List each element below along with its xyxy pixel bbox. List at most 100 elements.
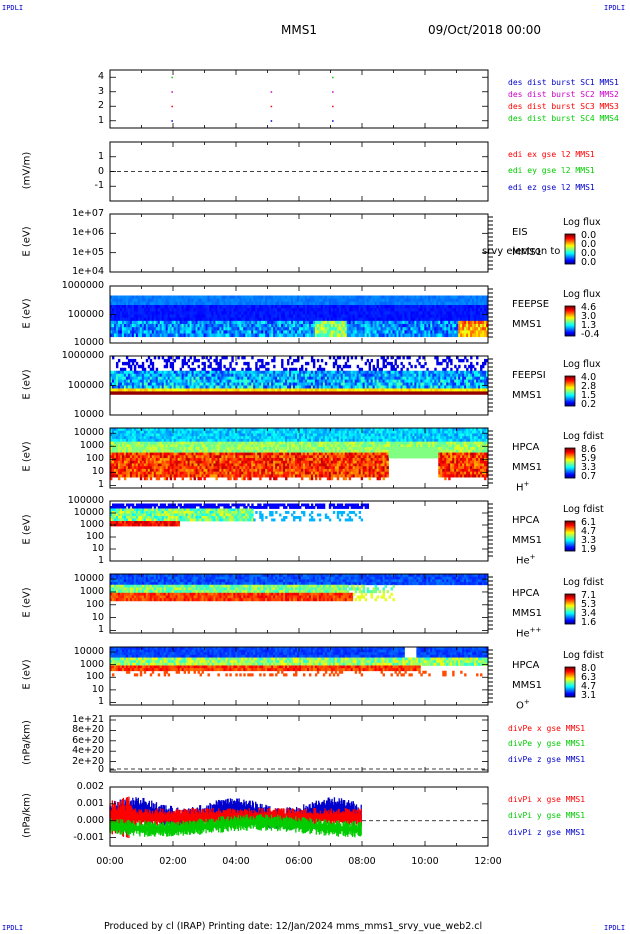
- spectrogram-cell: [237, 327, 240, 331]
- spectrogram-cell: [129, 364, 133, 369]
- spectrogram-cell: [404, 327, 407, 331]
- spectrogram-cell: [450, 358, 453, 363]
- spectrogram-cell: [171, 361, 175, 366]
- spectrogram-cell: [141, 327, 145, 331]
- spectrogram-cell: [404, 324, 407, 328]
- spectrogram-cell: [376, 301, 379, 306]
- spectrogram-cell: [291, 301, 294, 306]
- spectrogram-cell: [480, 317, 483, 322]
- spectrogram-cell: [406, 305, 409, 309]
- spectrogram-cell: [143, 295, 147, 300]
- spectrogram-cell: [342, 308, 346, 312]
- spectrogram-cell: [193, 333, 196, 338]
- spectrogram-cell: [436, 298, 439, 303]
- spectrogram-cell: [110, 311, 113, 315]
- spectrogram-cell: [434, 320, 437, 325]
- colorbar-swatch: [565, 234, 575, 236]
- spectrogram-cell: [464, 298, 467, 303]
- spectrogram-cell: [267, 311, 270, 315]
- spectrogram-cell: [358, 330, 362, 334]
- spectrogram-cell: [334, 333, 338, 338]
- spectrogram-cell: [197, 333, 200, 338]
- spectrogram-cell: [219, 305, 222, 309]
- spectrogram-cell: [147, 298, 151, 303]
- spectrogram-cell: [175, 320, 179, 325]
- spectrogram-cell: [215, 311, 218, 315]
- colorbar-swatch: [565, 248, 575, 250]
- spectrogram-cell: [324, 324, 328, 328]
- spectrogram-cell: [312, 301, 316, 306]
- spectrogram-cell: [281, 324, 284, 328]
- spectrogram-cell: [229, 324, 232, 328]
- spectrogram-cell: [406, 333, 409, 338]
- spectrogram-cell: [123, 477, 127, 481]
- spectrogram-cell: [348, 311, 352, 315]
- spectrogram-cell: [259, 333, 262, 338]
- spectrogram-cell: [193, 324, 196, 328]
- spectrogram-cell: [300, 324, 304, 328]
- spectrogram-cell: [382, 327, 385, 331]
- spectrogram-cell: [446, 324, 449, 328]
- spectrogram-cell: [304, 301, 308, 306]
- spectrogram-cell: [221, 301, 224, 306]
- spectrogram-cell: [299, 324, 302, 328]
- spectrogram-cell: [474, 308, 477, 312]
- spectrogram-cell: [350, 295, 354, 300]
- spectrogram-cell: [255, 308, 258, 312]
- spectrogram-cell: [129, 320, 133, 325]
- spectrogram-cell: [111, 305, 115, 309]
- spectrogram-cell: [173, 295, 177, 300]
- spectrogram-cell: [219, 320, 222, 325]
- spectrogram-cell: [308, 314, 312, 319]
- spectrogram-cell: [285, 330, 288, 334]
- spectrogram-cell: [478, 317, 481, 322]
- spectrogram-cell: [110, 324, 113, 328]
- spectrogram-cell: [388, 330, 391, 334]
- spectrogram-cell: [332, 314, 336, 319]
- spectrogram-cell: [372, 311, 375, 315]
- spectrogram-cell: [233, 298, 236, 303]
- spectrogram-cell: [110, 320, 113, 325]
- spectrogram-cell: [117, 308, 121, 312]
- spectrogram-cell: [396, 330, 399, 334]
- spectrogram-cell: [243, 356, 246, 360]
- spectrogram-cell: [215, 295, 218, 300]
- spectrogram-cell: [133, 308, 137, 312]
- spectrogram-cell: [253, 330, 256, 334]
- spectrogram-cell: [115, 298, 119, 303]
- spectrogram-cell: [428, 333, 431, 338]
- spectrogram-cell: [474, 324, 477, 328]
- spectrogram-cell: [121, 295, 125, 300]
- spectrogram-cell: [173, 311, 177, 315]
- spectrogram-cell: [322, 330, 326, 334]
- spectrogram-cell: [324, 311, 328, 315]
- spectrogram-cell: [191, 361, 194, 366]
- spectrogram-cell: [251, 314, 254, 319]
- spectrogram-cell: [338, 308, 342, 312]
- spectrogram-cell: [310, 311, 314, 315]
- spectrogram-cell: [229, 308, 232, 312]
- spectrogram-cell: [137, 324, 141, 328]
- spectrogram-cell: [458, 295, 461, 300]
- spectrogram-cell: [205, 301, 208, 306]
- spectrogram-cell: [139, 305, 143, 309]
- spectrogram-cell: [454, 308, 457, 312]
- spectrogram-cell: [310, 301, 314, 306]
- spectrogram-cell: [249, 317, 252, 322]
- spectrogram-cell: [157, 311, 161, 315]
- spectrogram-cell: [316, 358, 320, 363]
- spectrogram-cell: [155, 295, 159, 300]
- spectrogram-cell: [151, 314, 155, 319]
- spectrogram-cell: [452, 311, 455, 315]
- spectrogram-cell: [123, 324, 127, 328]
- spectrogram-cell: [139, 320, 143, 325]
- spectrogram-cell: [306, 330, 310, 334]
- date-title: 09/Oct/2018 00:00: [428, 23, 542, 37]
- spectrogram-cell: [143, 320, 147, 325]
- spectrogram-cell: [382, 333, 385, 338]
- spectrogram-cell: [376, 361, 379, 366]
- spectrogram-cell: [314, 317, 318, 322]
- spectrogram-cell: [293, 327, 296, 331]
- spectrogram-cell: [143, 327, 147, 331]
- spectrogram-cell: [149, 317, 153, 322]
